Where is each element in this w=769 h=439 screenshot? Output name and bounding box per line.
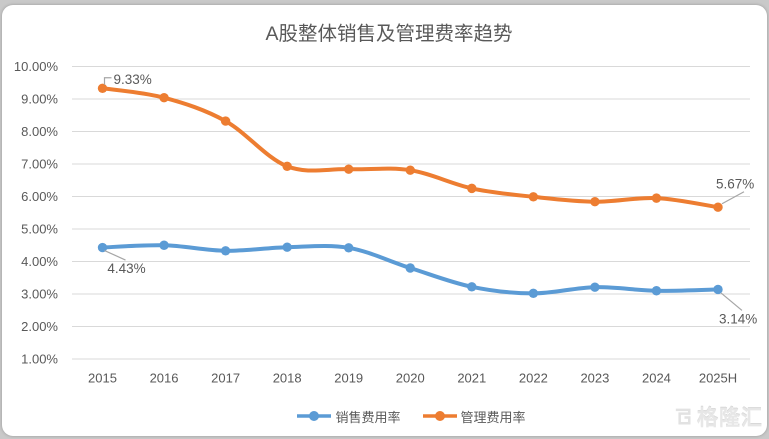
data-point (344, 243, 354, 253)
data-point (282, 161, 292, 171)
series-line-管理费用率 (100, 86, 720, 210)
y-axis-tick-label: 9.00% (21, 92, 58, 107)
gelonghui-watermark: 格隆汇 (672, 402, 763, 432)
y-axis-tick-label: 3.00% (21, 287, 58, 302)
data-point (467, 282, 477, 292)
chart-title: A股整体销售及管理费率趋势 (265, 23, 512, 45)
data-point (282, 242, 292, 252)
data-label: 9.33% (114, 72, 152, 87)
data-point (220, 246, 231, 256)
data-label-leader-line (721, 191, 745, 205)
legend-marker-icon (422, 411, 457, 421)
data-point (651, 193, 662, 203)
data-point (220, 116, 231, 126)
data-point (159, 240, 169, 250)
legend-item-销售费用率: 销售费用率 (297, 407, 401, 426)
data-point (528, 192, 539, 202)
data-point (405, 165, 415, 175)
x-axis-tick-label: 2018 (273, 371, 302, 386)
x-axis-tick-label: 2025H (699, 371, 737, 386)
data-point (651, 286, 662, 296)
x-axis-tick-label: 2019 (334, 371, 363, 386)
y-axis-tick-label: 2.00% (21, 319, 58, 334)
x-axis-tick-label: 2023 (580, 371, 609, 386)
y-axis-tick-label: 4.00% (21, 254, 58, 269)
x-axis-tick-label: 2015 (88, 371, 117, 386)
y-axis-tick-label: 10.00% (14, 59, 59, 74)
x-axis-tick-label: 2021 (457, 371, 486, 386)
y-axis-tick-label: 7.00% (21, 157, 58, 172)
data-point (713, 284, 723, 295)
data-point (405, 263, 415, 273)
data-point (344, 164, 354, 174)
x-axis-tick-label: 2020 (396, 371, 425, 386)
data-point (97, 242, 108, 253)
legend-label: 管理费用率 (460, 409, 526, 425)
data-label-leader-line (720, 292, 743, 311)
data-point (713, 202, 723, 212)
data-point (97, 83, 108, 93)
gelonghui-logo-icon (675, 408, 691, 424)
data-point (467, 183, 477, 194)
y-axis-tick-label: 8.00% (21, 124, 58, 139)
watermark-text: 格隆汇 (697, 407, 763, 430)
data-point (590, 282, 600, 292)
data-label: 5.67% (716, 177, 754, 192)
legend-marker-icon (297, 411, 332, 421)
x-axis-tick-label: 2022 (519, 371, 548, 386)
x-axis-tick-label: 2016 (150, 371, 179, 386)
x-axis-tick-label: 2024 (642, 371, 671, 386)
data-label: 3.14% (719, 311, 757, 326)
data-label-leader-line (103, 77, 112, 85)
y-axis-tick-label: 5.00% (21, 222, 58, 237)
data-label: 4.43% (107, 261, 145, 276)
chart-card: A股整体销售及管理费率趋势 10.00% 9.00% 8.00% 7.00% 6.00% 5… (2, 5, 767, 436)
legend-label: 销售费用率 (335, 409, 401, 425)
chart-legend: 销售费用率 管理费用率 (72, 401, 751, 431)
x-axis-tick-label: 2017 (211, 371, 240, 386)
line-chart: A股整体销售及管理费率趋势 10.00% 9.00% 8.00% 7.00% 6.00% 5… (14, 23, 757, 386)
data-point (528, 288, 539, 299)
y-axis-tick-label: 6.00% (21, 189, 58, 204)
data-point (590, 197, 600, 207)
data-point (159, 93, 169, 103)
legend-item-管理费用率: 管理费用率 (422, 407, 526, 426)
y-axis-tick-label: 1.00% (21, 352, 58, 367)
data-label-leader-line (104, 249, 126, 261)
